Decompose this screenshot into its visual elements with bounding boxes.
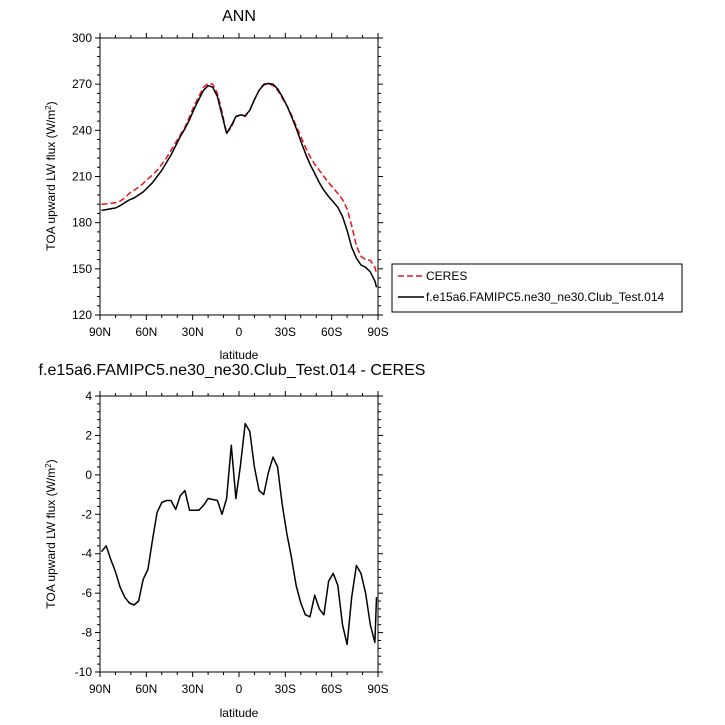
bottom-chart-panel: f.e15a6.FAMIPC5.ne30_ne30.Club_Test.014 … (39, 362, 426, 720)
y-tick-label: 270 (72, 77, 92, 91)
y-tick-label: 150 (72, 262, 92, 276)
x-tick-label: 30N (182, 325, 204, 339)
top-chart-panel: ANN 120 150 180 210 240 270 300 90N 60N 30N 0 30S 6… (44, 8, 389, 362)
top-chart-y-axis-label-sup: 2 (44, 105, 53, 110)
y-tick-label: 120 (72, 308, 92, 322)
y-tick-label: -10 (75, 665, 93, 679)
bottom-chart-series (100, 422, 378, 646)
bottom-chart-series-line-0 (100, 422, 378, 646)
bottom-chart-y-axis-label-end: ) (44, 459, 58, 463)
top-chart-plot-area (99, 37, 379, 316)
y-tick-label: 240 (72, 123, 92, 137)
x-tick-label: 90N (89, 682, 111, 696)
x-tick-label: 90N (89, 325, 111, 339)
top-chart-legend: CERES f.e15a6.FAMIPC5.ne30_ne30.Club_Tes… (391, 263, 683, 313)
top-chart-series-line-0 (101, 82, 378, 274)
top-chart-y-axis: 120 150 180 210 240 270 300 (72, 31, 383, 322)
x-tick-label: 60N (135, 682, 157, 696)
top-chart-title: ANN (222, 8, 256, 25)
legend-label-ceres: CERES (426, 269, 467, 283)
y-tick-label: 0 (85, 468, 92, 482)
x-tick-label: 90S (367, 325, 388, 339)
bottom-chart-y-axis-label: TOA upward LW flux (W/m2) (44, 459, 59, 608)
top-chart-y-axis-label-main: TOA upward LW flux (W/m (44, 110, 58, 251)
top-chart-series (101, 82, 378, 288)
y-tick-label: -6 (81, 586, 92, 600)
bottom-chart-y-axis: -10 -8 -6 -4 -2 0 2 4 (75, 389, 383, 679)
x-tick-label: 60S (321, 682, 342, 696)
top-chart-x-axis: 90N 60N 30N 0 30S 60S 90S (89, 33, 389, 339)
y-tick-label: 2 (85, 428, 92, 442)
legend-box (391, 263, 683, 313)
top-chart-x-axis-label: latitude (220, 348, 259, 362)
bottom-chart-plot-area (99, 395, 379, 673)
top-chart-y-axis-label-end: ) (44, 101, 58, 105)
bottom-chart-y-axis-label-sup: 2 (44, 463, 53, 468)
y-tick-label: -2 (81, 507, 92, 521)
bottom-chart-y-axis-label-main: TOA upward LW flux (W/m (44, 468, 58, 609)
x-tick-label: 30S (275, 325, 296, 339)
bottom-chart-x-axis-label: latitude (220, 706, 259, 720)
y-tick-label: 180 (72, 216, 92, 230)
y-tick-label: 210 (72, 170, 92, 184)
top-chart-series-line-1 (101, 82, 378, 288)
x-tick-label: 0 (236, 325, 243, 339)
top-chart-y-axis-label: TOA upward LW flux (W/m2) (44, 101, 59, 250)
bottom-chart-title: f.e15a6.FAMIPC5.ne30_ne30.Club_Test.014 … (39, 362, 426, 379)
x-tick-label: 0 (236, 682, 243, 696)
y-tick-label: 4 (85, 389, 92, 403)
x-tick-label: 90S (367, 682, 388, 696)
x-tick-label: 60S (321, 325, 342, 339)
legend-label-model: f.e15a6.FAMIPC5.ne30_ne30.Club_Test.014 (426, 290, 664, 304)
x-tick-label: 30N (182, 682, 204, 696)
bottom-chart-x-axis: 90N 60N 30N 0 30S 60S 90S (89, 391, 389, 696)
x-tick-label: 30S (275, 682, 296, 696)
y-tick-label: -8 (81, 626, 92, 640)
y-tick-label: 300 (72, 31, 92, 45)
y-tick-label: -4 (81, 547, 92, 561)
x-tick-label: 60N (135, 325, 157, 339)
